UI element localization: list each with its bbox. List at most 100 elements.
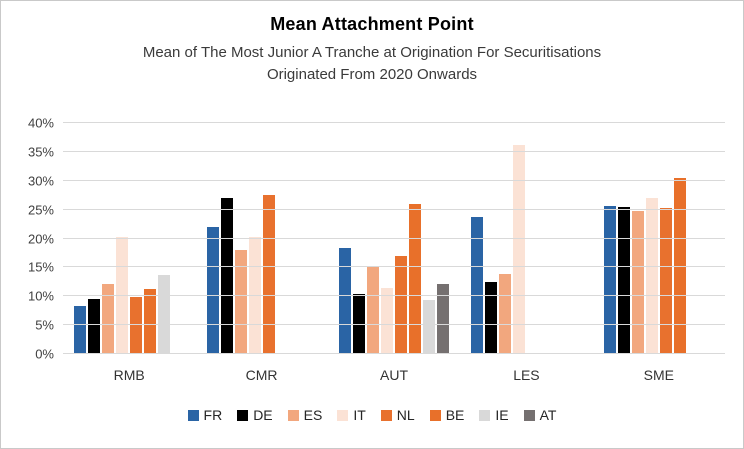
bar-nl-cmr (262, 195, 275, 354)
x-axis-category-label-sme: SME (643, 367, 674, 383)
y-axis-tick-label: 10% (27, 288, 54, 304)
legend: FR DE ES IT NL BE IE AT (1, 407, 743, 423)
gridline (63, 208, 725, 210)
bar-slot-de-cmr (220, 123, 233, 354)
x-axis-category-label-rmb: RMB (113, 367, 145, 383)
gridline (63, 122, 725, 123)
bar-slot-ie-aut (423, 123, 436, 354)
bar-slot-nl-aut (395, 123, 408, 354)
y-axis-tick-label: 0% (35, 346, 54, 362)
y-axis-tick-label: 5% (35, 317, 54, 333)
legend-label-at: AT (539, 407, 557, 423)
y-axis-tick-label: 15% (27, 259, 54, 275)
legend-label-fr: FR (203, 407, 223, 423)
bar-slot-be-aut (409, 123, 422, 354)
bar-slot-de-les (485, 123, 498, 354)
bar-slot-at-cmr (305, 123, 317, 354)
bar-slot-nl-cmr (262, 123, 275, 354)
gridline (63, 353, 725, 354)
gridline (63, 266, 725, 268)
bar-slot-de-rmb (88, 123, 101, 354)
bar-slot-es-cmr (234, 123, 247, 354)
bar-de-les (485, 282, 498, 354)
bar-slot-es-rmb (102, 123, 115, 354)
bar-slot-de-sme (617, 123, 630, 354)
legend-item-at: AT (523, 407, 557, 423)
bar-be-rmb (144, 288, 157, 354)
bar-de-rmb (88, 299, 101, 354)
bar-slot-de-aut (353, 123, 366, 354)
bar-it-sme (645, 197, 658, 354)
bar-slot-be-cmr (277, 123, 289, 354)
bar-fr-aut (339, 247, 352, 354)
bar-es-sme (631, 210, 644, 354)
gridline (63, 179, 725, 181)
legend-swatch-be (429, 409, 441, 421)
legend-swatch-it (337, 409, 349, 421)
bar-es-rmb (102, 284, 115, 354)
gridline (63, 237, 725, 239)
bar-slot-it-les (513, 123, 526, 354)
chart-subtitle-line-1: Mean of The Most Junior A Tranche at Ori… (142, 44, 602, 61)
legend-item-nl: NL (380, 407, 415, 423)
legend-label-nl: NL (396, 407, 415, 423)
legend-item-it: IT (337, 407, 366, 423)
bar-slot-at-sme (702, 123, 714, 354)
legend-swatch-de (237, 409, 249, 421)
legend-swatch-fr (187, 409, 199, 421)
bar-slot-es-les (499, 123, 512, 354)
bar-nl-rmb (130, 296, 143, 354)
bar-group-cmr (195, 123, 327, 354)
bar-slot-ie-sme (688, 123, 700, 354)
bar-fr-sme (603, 205, 616, 354)
legend-item-es: ES (287, 407, 323, 423)
legend-item-de: DE (237, 407, 273, 423)
bar-slot-fr-les (471, 123, 484, 354)
y-axis-tick-label: 35% (27, 144, 54, 160)
bar-fr-rmb (74, 306, 87, 354)
legend-swatch-nl (380, 409, 392, 421)
bar-group-rmb (63, 123, 195, 354)
bar-fr-les (471, 216, 484, 354)
bar-slot-it-aut (381, 123, 394, 354)
bar-slot-nl-les (527, 123, 539, 354)
bar-it-les (513, 144, 526, 354)
bar-at-aut (437, 284, 450, 354)
bar-slot-it-sme (645, 123, 658, 354)
bar-slot-it-cmr (248, 123, 261, 354)
bar-es-les (499, 274, 512, 354)
legend-item-be: BE (429, 407, 464, 423)
bar-slot-fr-cmr (206, 123, 219, 354)
bar-slot-at-les (569, 123, 581, 354)
bar-slot-ie-les (555, 123, 567, 354)
bar-slot-be-sme (673, 123, 686, 354)
bar-be-sme (673, 178, 686, 354)
legend-item-fr: FR (187, 407, 223, 423)
bar-group-aut (328, 123, 460, 354)
bar-it-aut (381, 287, 394, 354)
bar-slot-fr-sme (603, 123, 616, 354)
legend-item-ie: IE (479, 407, 509, 423)
bar-slot-it-rmb (116, 123, 129, 354)
bar-slot-fr-aut (339, 123, 352, 354)
legend-label-de: DE (253, 407, 273, 423)
bar-groups-container (63, 123, 725, 354)
bar-slot-es-aut (367, 123, 380, 354)
bar-es-cmr (234, 250, 247, 354)
bar-ie-rmb (158, 274, 171, 354)
bar-ie-aut (423, 299, 436, 354)
legend-label-it: IT (353, 407, 366, 423)
bar-nl-sme (659, 208, 672, 354)
bar-slot-be-les (541, 123, 553, 354)
chart-title: Mean Attachment Point (270, 14, 474, 34)
bar-de-aut (353, 293, 366, 354)
x-axis-labels: RMB CMR AUT LES SME (63, 367, 725, 383)
legend-label-ie: IE (495, 407, 509, 423)
gridline (63, 150, 725, 152)
legend-label-es: ES (303, 407, 323, 423)
bar-slot-at-aut (437, 123, 450, 354)
bar-slot-nl-sme (659, 123, 672, 354)
chart-subtitle: Mean of The Most Junior A Tranche at Ori… (1, 42, 743, 86)
bar-nl-aut (395, 255, 408, 354)
